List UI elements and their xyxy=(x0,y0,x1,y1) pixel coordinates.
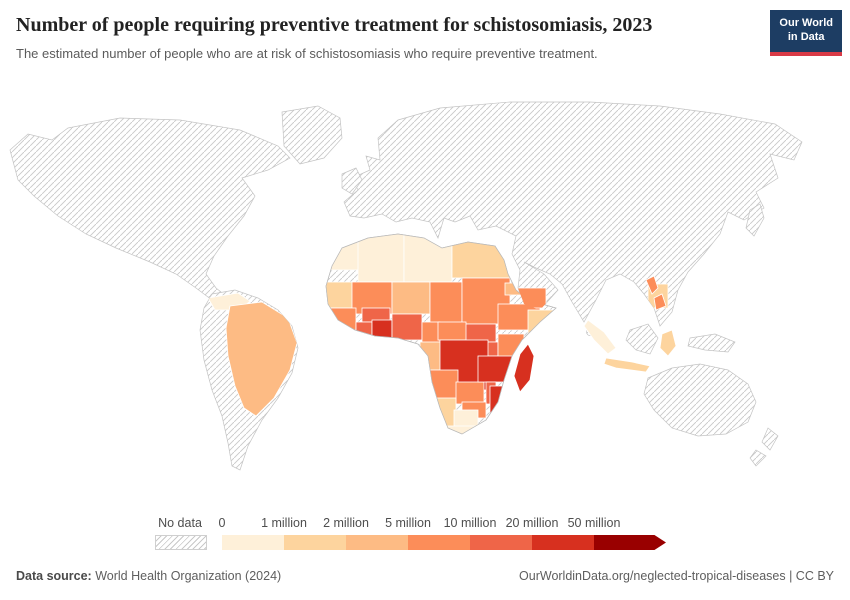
country-chad[interactable] xyxy=(429,281,463,327)
legend-tick-label: 50 million xyxy=(567,516,621,530)
logo-line2: in Data xyxy=(787,31,825,44)
legend-segment[interactable] xyxy=(408,535,470,550)
island-japan xyxy=(745,203,765,237)
continent-north-america xyxy=(9,117,291,301)
country-south-africa[interactable] xyxy=(439,425,491,452)
world-map[interactable] xyxy=(0,98,850,510)
legend-segment-arrow[interactable] xyxy=(594,535,666,550)
legend-tick-label: 10 million xyxy=(443,516,497,530)
country-morocco[interactable] xyxy=(329,235,361,271)
country-angola[interactable] xyxy=(427,369,459,403)
legend-tick-label: 0 xyxy=(218,516,226,530)
island-great-britain xyxy=(341,167,363,195)
country-libya[interactable] xyxy=(403,232,453,283)
africa-coastline xyxy=(325,233,557,435)
legend-tick-label: 1 million xyxy=(261,516,307,530)
legend-tick-label: 20 million xyxy=(505,516,559,530)
island-java[interactable] xyxy=(603,357,651,373)
island-sumatra[interactable] xyxy=(583,319,617,355)
legend-segment[interactable] xyxy=(532,535,594,550)
continent-eurasia xyxy=(343,101,803,327)
data-source-value: World Health Organization (2024) xyxy=(91,569,282,583)
country-sierra-leone-liberia[interactable] xyxy=(335,329,357,343)
data-source-label: Data source: xyxy=(16,569,92,583)
country-egypt[interactable] xyxy=(451,235,511,279)
country-philippines-south[interactable] xyxy=(653,293,667,311)
legend-segment[interactable] xyxy=(222,535,284,550)
legend-tick-label: 5 million xyxy=(385,516,431,530)
country-senegal-guinea[interactable] xyxy=(324,307,357,337)
map-container xyxy=(0,98,850,510)
logo-line1: Our World xyxy=(779,17,833,29)
legend-segment[interactable] xyxy=(470,535,532,550)
country-central-african-republic[interactable] xyxy=(437,321,467,341)
legend-color-bar xyxy=(222,535,666,550)
island-greenland xyxy=(281,105,343,165)
south-america-colored-countries xyxy=(207,292,298,417)
country-tanzania[interactable] xyxy=(477,355,513,383)
island-borneo xyxy=(625,323,659,355)
data-source: Data source: World Health Organization (… xyxy=(16,569,281,583)
owid-logo[interactable]: Our World in Data xyxy=(770,10,842,56)
map-legend: No data 0 1 million 2 million 5 million … xyxy=(0,512,850,554)
country-somalia[interactable] xyxy=(527,309,558,339)
no-data-label: No data xyxy=(158,516,202,530)
legend-tick-label: 2 million xyxy=(323,516,369,530)
country-algeria[interactable] xyxy=(357,232,405,283)
page-title: Number of people requiring preventive tr… xyxy=(16,14,653,36)
footer-link[interactable]: OurWorldinData.org/neglected-tropical-di… xyxy=(519,569,834,583)
island-new-zealand-north xyxy=(761,427,779,451)
header: Number of people requiring preventive tr… xyxy=(16,12,760,63)
country-niger[interactable] xyxy=(391,281,431,315)
country-nigeria[interactable] xyxy=(391,313,423,341)
continent-australia xyxy=(643,363,757,437)
page-subtitle: The estimated number of people who are a… xyxy=(16,46,598,62)
legend-segment[interactable] xyxy=(346,535,408,550)
country-gabon-congo[interactable] xyxy=(419,341,443,371)
country-madagascar[interactable] xyxy=(513,343,535,393)
country-zambia[interactable] xyxy=(455,381,485,405)
no-data-swatch[interactable] xyxy=(155,535,207,550)
country-south-sudan[interactable] xyxy=(461,323,497,343)
footer: Data source: World Health Organization (… xyxy=(16,569,834,583)
legend-segment[interactable] xyxy=(284,535,346,550)
island-new-zealand-south xyxy=(749,449,767,467)
country-philippines-north[interactable] xyxy=(645,275,659,295)
island-sulawesi[interactable] xyxy=(659,329,677,357)
island-new-guinea xyxy=(687,333,736,353)
